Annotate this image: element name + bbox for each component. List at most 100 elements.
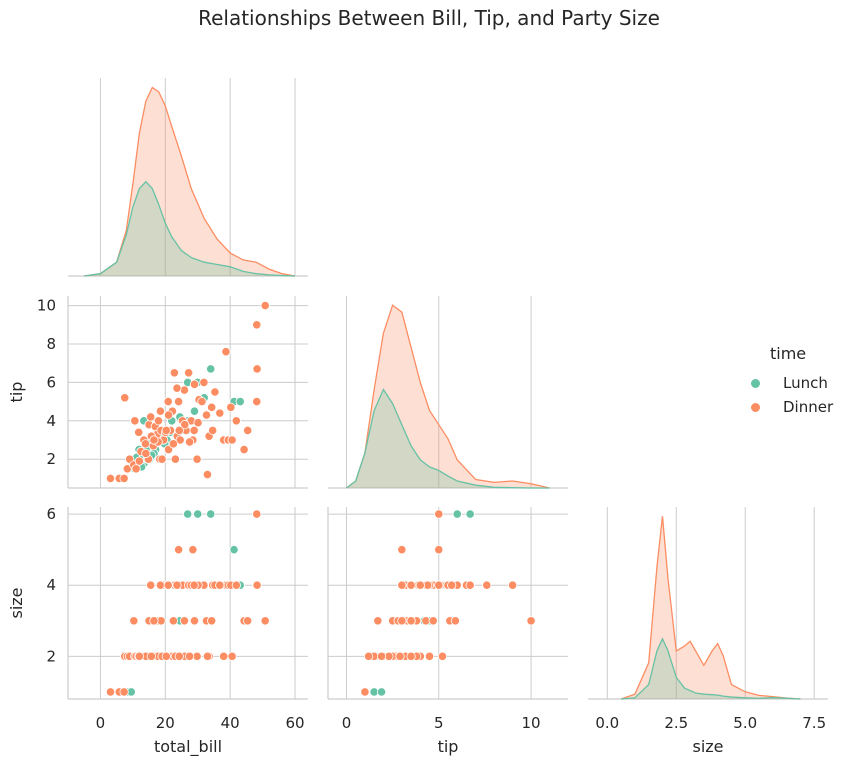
point-tip-size-dinner-50	[482, 580, 492, 590]
point-total_bill-size-lunch-21	[206, 509, 216, 519]
point-tip-size-dinner-77	[406, 580, 416, 590]
point-total_bill-tip-dinner-31	[173, 396, 184, 407]
point-total_bill-size-dinner-76	[202, 651, 213, 661]
xtick-label-total_bill-0: 0	[96, 714, 106, 732]
point-total_bill-tip-dinner-73	[174, 425, 184, 435]
point-total_bill-tip-dinner-34	[179, 385, 190, 395]
ytick-label-tip-2: 6	[46, 373, 56, 391]
ylabel-tip: tip	[7, 382, 26, 403]
point-tip-size-dinner-75	[415, 580, 425, 590]
xtick-label-size-2: 5.0	[733, 714, 757, 732]
point-total_bill-size-dinner-67	[146, 651, 156, 661]
point-total_bill-tip-dinner-78	[163, 396, 173, 407]
kde-line-tip-lunch	[346, 388, 550, 489]
point-total_bill-size-dinner-34	[179, 616, 190, 626]
kde-fill-size-dinner	[621, 516, 801, 699]
point-tip-size-dinner-59	[526, 616, 536, 626]
kde-line-size-lunch	[621, 637, 801, 700]
point-tip-size-dinner-39	[450, 616, 460, 626]
point-total_bill-tip-dinner-47	[208, 425, 218, 435]
ytick-label-tip-4: 10	[37, 297, 56, 315]
point-total_bill-size-dinner-46	[207, 616, 217, 626]
point-tip-size-dinner-6	[373, 616, 383, 626]
point-tip-size-dinner-69	[397, 616, 407, 626]
point-total_bill-tip-dinner-62	[161, 425, 171, 435]
point-total_bill-tip-dinner-15	[146, 412, 156, 422]
point-total_bill-size-dinner-71	[185, 651, 195, 661]
point-total_bill-size-dinner-77	[189, 580, 199, 590]
point-total_bill-tip-dinner-12	[140, 439, 151, 449]
legend-label-dinner: Dinner	[783, 398, 834, 416]
point-total_bill-size-dinner-69	[149, 616, 159, 626]
xtick-label-total_bill-2: 40	[221, 714, 240, 732]
point-total_bill-tip-dinner-50	[221, 347, 231, 357]
point-tip-size-dinner-71	[395, 651, 405, 661]
point-total_bill-tip-dinner-42	[197, 396, 207, 407]
point-total_bill-size-dinner-31	[173, 545, 184, 555]
point-total_bill-tip-dinner-65	[141, 448, 151, 459]
point-total_bill-size-dinner-66	[134, 651, 144, 661]
ytick-label-size-1: 4	[46, 576, 56, 594]
point-total_bill-tip-dinner-39	[189, 379, 200, 389]
xtick-label-total_bill-1: 20	[156, 714, 175, 732]
point-total_bill-tip-dinner-19	[153, 416, 164, 426]
point-total_bill-size-dinner-79	[172, 580, 182, 590]
point-tip-size-dinner-3	[437, 651, 448, 661]
point-total_bill-tip-dinner-76	[202, 469, 213, 480]
xlabel-total_bill: total_bill	[154, 737, 222, 757]
point-tip-size-dinner-79	[447, 580, 457, 590]
kde-line-tip-dinner	[346, 304, 550, 489]
xtick-label-tip-2: 10	[522, 714, 541, 732]
kde-fill-tip-lunch	[346, 389, 550, 488]
point-total_bill-tip-dinner-40	[192, 454, 202, 464]
point-total_bill-size-dinner-78	[163, 580, 173, 590]
xlabel-tip: tip	[438, 737, 459, 756]
kde-fill-tip-dinner	[346, 305, 550, 488]
point-tip-size-lunch-21	[465, 509, 475, 519]
point-tip-size-dinner-55	[406, 616, 416, 626]
point-tip-size-dinner-57	[465, 580, 475, 590]
point-total_bill-tip-lunch-23	[235, 396, 245, 407]
point-total_bill-tip-dinner-56	[252, 320, 262, 330]
point-total_bill-tip-dinner-71	[185, 437, 195, 447]
point-tip-size-dinner-66	[376, 651, 387, 661]
point-total_bill-tip-dinner-77	[189, 425, 199, 435]
xtick-label-size-3: 7.5	[802, 714, 826, 732]
point-total_bill-size-dinner-49	[219, 651, 229, 661]
legend-item-dinner: Dinner	[750, 398, 833, 416]
point-total_bill-tip-dinner-59	[260, 300, 270, 311]
point-tip-size-dinner-46	[428, 616, 438, 626]
point-total_bill-tip-dinner-32	[175, 435, 185, 445]
ytick-label-size-0: 2	[46, 647, 56, 665]
ylabel-size: size	[7, 587, 26, 618]
point-total_bill-size-dinner-57	[252, 580, 262, 590]
point-total_bill-size-dinner-39	[189, 616, 200, 626]
point-total_bill-tip-lunch-19	[189, 406, 200, 416]
point-total_bill-tip-dinner-70	[155, 406, 166, 416]
point-total_bill-size-dinner-55	[243, 616, 253, 626]
point-total_bill-tip-dinner-52	[226, 402, 236, 412]
ytick-label-tip-0: 2	[46, 450, 56, 468]
point-tip-size-dinner-73	[406, 651, 416, 661]
kde-fill-total_bill-lunch	[84, 181, 296, 276]
point-total_bill-tip-dinner-58	[252, 396, 262, 407]
point-total_bill-size-dinner-73	[174, 651, 184, 661]
point-tip-size-dinner-27	[424, 651, 435, 661]
xtick-label-tip-0: 0	[342, 714, 352, 732]
point-total_bill-tip-dinner-63	[168, 439, 179, 449]
point-total_bill-tip-dinner-46	[207, 402, 217, 412]
point-total_bill-tip-dinner-8	[131, 464, 141, 474]
point-total_bill-tip-dinner-54	[239, 444, 249, 455]
point-total_bill-tip-dinner-66	[134, 456, 144, 466]
point-total_bill-size-lunch-30	[193, 509, 203, 519]
xlabel-size: size	[692, 737, 723, 756]
point-total_bill-tip-dinner-2	[119, 473, 129, 483]
point-tip-size-dinner-76	[364, 651, 374, 661]
legend-item-lunch: Lunch	[750, 374, 828, 392]
xtick-label-size-0: 0.0	[595, 714, 619, 732]
kde-line-total_bill-lunch	[84, 180, 296, 277]
point-total_bill-size-lunch-22	[229, 545, 239, 555]
figure-title: Relationships Between Bill, Tip, and Par…	[198, 6, 660, 30]
point-total_bill-tip-dinner-53	[227, 435, 237, 445]
point-total_bill-size-dinner-74	[215, 580, 225, 590]
